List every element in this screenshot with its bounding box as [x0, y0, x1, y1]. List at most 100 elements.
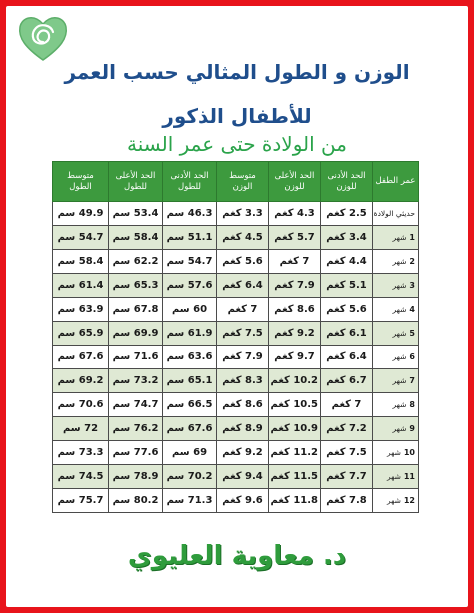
growth-table: عمر الطفل الحد الأدنى للوزن الحد الأعلى …: [52, 161, 419, 513]
age-month-number: 7: [409, 376, 415, 386]
cell-avg-height: 58.4 سم: [52, 248, 109, 274]
cell-age: 12شهر: [372, 488, 419, 513]
table-row: 2شهر 4.4 كغم 7 كغم 5.6 كغم 54.7 سم 62.2 سم 58.…: [52, 248, 419, 274]
age-month-unit: شهر: [392, 424, 407, 434]
cell-min-weight: 7.8 كغم: [320, 488, 373, 513]
age-month-unit: شهر: [392, 304, 407, 314]
cell-avg-weight: 7 كغم: [216, 296, 269, 322]
cell-max-height: 77.6 سم: [108, 440, 163, 466]
age-month-number: 5: [409, 328, 415, 338]
age-month-number: 3: [409, 280, 415, 290]
cell-min-height: 66.5 سم: [162, 392, 217, 418]
age-month-number: 8: [409, 400, 415, 410]
table-row: 5شهر 6.1 كغم 9.2 كغم 7.5 كغم 61.9 سم 69.9 سم 6…: [52, 320, 419, 346]
cell-max-height: 67.8 سم: [108, 296, 163, 322]
table-row: 4شهر 5.6 كغم 8.6 كغم 7 كغم 60 سم 67.8 سم 63.9 …: [52, 296, 419, 322]
cell-min-height: 71.3 سم: [162, 488, 217, 513]
cell-age: 7شهر: [372, 368, 419, 394]
page-title: الوزن و الطول المثالي حسب العمر: [64, 60, 410, 84]
cell-max-weight: 9.7 كغم: [268, 344, 321, 370]
cell-max-height: 69.9 سم: [108, 320, 163, 346]
cell-min-weight: 7.7 كغم: [320, 464, 373, 490]
table-header-row: عمر الطفل الحد الأدنى للوزن الحد الأعلى …: [52, 161, 419, 202]
cell-avg-weight: 4.5 كغم: [216, 224, 269, 250]
cell-max-height: 65.3 سم: [108, 272, 163, 298]
cell-min-height: 57.6 سم: [162, 272, 217, 298]
cell-avg-height: 65.9 سم: [52, 320, 109, 346]
cell-min-weight: 4.4 كغم: [320, 248, 373, 274]
table-row: 11شهر 7.7 كغم 11.5 كغم 9.4 كغم 70.2 سم 78.9 س…: [52, 464, 419, 490]
age-month-number: 2: [409, 256, 415, 266]
cell-age: 4شهر: [372, 296, 419, 322]
cell-age: 2شهر: [372, 248, 419, 274]
cell-min-weight: 7.2 كغم: [320, 416, 373, 442]
cell-avg-weight: 7.5 كغم: [216, 320, 269, 346]
cell-age: 1شهر: [372, 224, 419, 250]
heart-spiral-icon: [18, 17, 68, 61]
age-month-number: 4: [409, 304, 415, 314]
header-age: عمر الطفل: [372, 161, 419, 202]
cell-avg-height: 74.5 سم: [52, 464, 109, 490]
header-max-height: الحد الأعلى للطول: [108, 161, 163, 202]
cell-max-height: 58.4 سم: [108, 224, 163, 250]
cell-age: 11شهر: [372, 464, 419, 490]
age-month-unit: شهر: [392, 376, 407, 386]
cell-age: 5شهر: [372, 320, 419, 346]
cell-min-weight: 7 كغم: [320, 392, 373, 418]
age-month-unit: شهر: [392, 328, 407, 338]
page: الوزن و الطول المثالي حسب العمر للأطفال …: [6, 6, 468, 607]
cell-age: حديثي الولادة: [372, 201, 419, 226]
age-month-number: 11: [403, 472, 415, 482]
cell-avg-weight: 8.3 كغم: [216, 368, 269, 394]
cell-avg-height: 73.3 سم: [52, 440, 109, 466]
age-month-number: 9: [409, 424, 415, 434]
age-month-unit: شهر: [392, 400, 407, 410]
cell-avg-weight: 6.4 كغم: [216, 272, 269, 298]
cell-avg-height: 67.6 سم: [52, 344, 109, 370]
cell-max-weight: 10.2 كغم: [268, 368, 321, 394]
cell-min-weight: 2.5 كغم: [320, 201, 373, 226]
cell-avg-height: 70.6 سم: [52, 392, 109, 418]
table-row: 3شهر 5.1 كغم 7.9 كغم 6.4 كغم 57.6 سم 65.3 سم 6…: [52, 272, 419, 298]
cell-max-height: 53.4 سم: [108, 201, 163, 226]
cell-min-weight: 6.1 كغم: [320, 320, 373, 346]
cell-age: 6شهر: [372, 344, 419, 370]
cell-min-height: 63.6 سم: [162, 344, 217, 370]
cell-age: 9شهر: [372, 416, 419, 442]
cell-avg-weight: 9.2 كغم: [216, 440, 269, 466]
header-max-weight: الحد الأعلى للوزن: [268, 161, 321, 202]
cell-max-weight: 11.5 كغم: [268, 464, 321, 490]
cell-min-height: 60 سم: [162, 296, 217, 322]
age-month-unit: شهر: [386, 496, 401, 506]
cell-avg-height: 63.9 سم: [52, 296, 109, 322]
header-min-height: الحد الأدنى للطول: [162, 161, 217, 202]
cell-avg-height: 72 سم: [52, 416, 109, 442]
cell-avg-height: 54.7 سم: [52, 224, 109, 250]
cell-avg-weight: 9.4 كغم: [216, 464, 269, 490]
cell-max-weight: 8.6 كغم: [268, 296, 321, 322]
cell-max-weight: 11.8 كغم: [268, 488, 321, 513]
cell-min-height: 51.1 سم: [162, 224, 217, 250]
page-subtitle: للأطفال الذكور: [162, 104, 312, 128]
table-body: حديثي الولادة 2.5 كغم 4.3 كغم 3.3 كغم 46.3 س…: [52, 201, 419, 513]
cell-avg-weight: 8.6 كغم: [216, 392, 269, 418]
age-month-unit: شهر: [392, 352, 407, 362]
cell-min-weight: 6.7 كغم: [320, 368, 373, 394]
cell-max-weight: 4.3 كغم: [268, 201, 321, 226]
cell-age: 8شهر: [372, 392, 419, 418]
author-signature: د. معاوية العليوي: [127, 541, 347, 571]
cell-min-weight: 3.4 كغم: [320, 224, 373, 250]
cell-min-height: 46.3 سم: [162, 201, 217, 226]
age-range-subtitle: من الولادة حتى عمر السنة: [127, 132, 347, 156]
table-row: 8شهر 7 كغم 10.5 كغم 8.6 كغم 66.5 سم 74.7 سم 70…: [52, 392, 419, 418]
age-month-number: 6: [409, 352, 415, 362]
header-avg-weight: متوسط الوزن: [216, 161, 269, 202]
cell-min-height: 61.9 سم: [162, 320, 217, 346]
cell-avg-weight: 3.3 كغم: [216, 201, 269, 226]
newborn-label: حديثي الولادة: [373, 208, 415, 218]
age-month-unit: شهر: [386, 448, 401, 458]
cell-min-height: 65.1 سم: [162, 368, 217, 394]
cell-max-weight: 11.2 كغم: [268, 440, 321, 466]
cell-min-height: 54.7 سم: [162, 248, 217, 274]
cell-age: 3شهر: [372, 272, 419, 298]
